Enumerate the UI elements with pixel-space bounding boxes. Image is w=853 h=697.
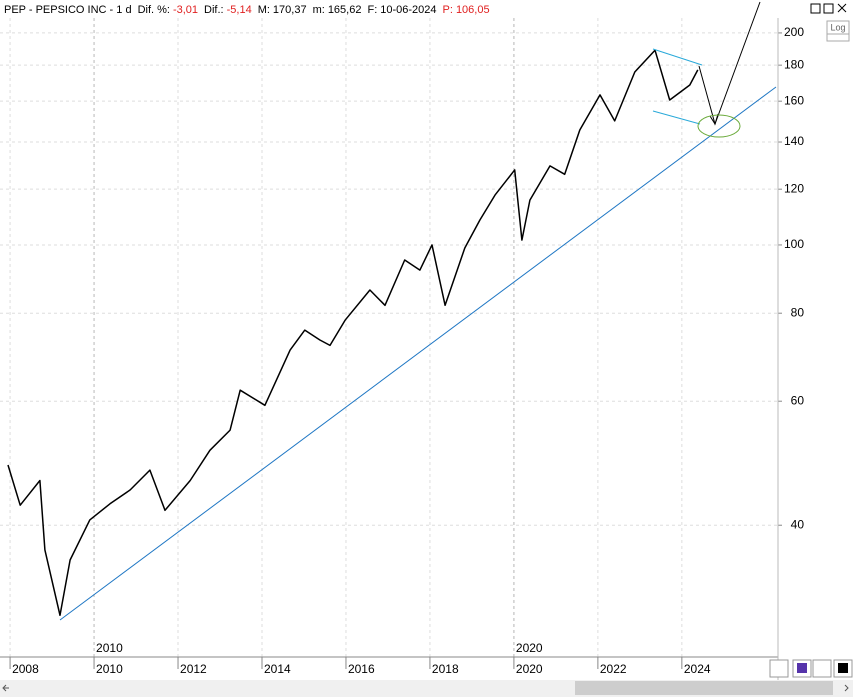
symbol: PEP - PEPSICO INC - 1 d xyxy=(4,4,132,16)
scroll-right[interactable] xyxy=(844,684,849,692)
x-tick-label: 2010 xyxy=(96,662,123,676)
era-label: 2010 xyxy=(96,641,123,655)
y-tick-label: 120 xyxy=(784,181,804,195)
x-tick-label: 2012 xyxy=(180,662,207,676)
x-tick-label: 2016 xyxy=(348,662,375,676)
y-tick-label: 140 xyxy=(784,134,804,148)
price-line xyxy=(7,49,699,617)
field-value: 106,05 xyxy=(456,4,490,16)
x-tick-label: 2014 xyxy=(264,662,291,676)
field-label: Dif.: xyxy=(204,4,224,16)
field-label: Dif. %: xyxy=(138,4,170,16)
scroll-left[interactable] xyxy=(2,684,9,692)
x-tick-label: 2022 xyxy=(600,662,627,676)
scroll-thumb[interactable] xyxy=(575,681,833,695)
field-value: 165,62 xyxy=(328,4,362,16)
field-value: -5,14 xyxy=(227,4,252,16)
log-button[interactable] xyxy=(826,20,850,42)
field-label: m: xyxy=(313,4,325,16)
y-tick-label: 80 xyxy=(791,305,805,319)
close[interactable] xyxy=(837,3,847,13)
field-label: P: xyxy=(443,4,453,16)
pin-button[interactable] xyxy=(812,659,832,678)
log-button-label: Log xyxy=(830,22,845,32)
window-buttons[interactable] xyxy=(810,3,847,14)
x-tick-label: 2008 xyxy=(12,662,39,676)
y-tick-label: 160 xyxy=(784,93,804,107)
header-text: PEP - PEPSICO INC - 1 d Dif. %: -3,01 Dif.:… xyxy=(4,4,490,16)
arrow-head xyxy=(709,113,719,126)
y-tick-label: 200 xyxy=(784,25,804,39)
y-tick-label: 180 xyxy=(784,57,804,71)
y-tick-label: 60 xyxy=(791,393,805,407)
tool-button[interactable] xyxy=(769,659,789,678)
field-label: F: xyxy=(367,4,377,16)
color-icon xyxy=(838,663,848,673)
field-value: -3,01 xyxy=(173,4,198,16)
minimize[interactable] xyxy=(810,3,821,14)
y-tick-label: 100 xyxy=(784,237,804,251)
x-tick-label: 2024 xyxy=(684,662,711,676)
header-bar xyxy=(0,0,853,18)
field-value: 170,37 xyxy=(273,4,307,16)
target-ellipse xyxy=(697,114,741,138)
era-label: 2020 xyxy=(516,641,543,655)
trend-line xyxy=(59,86,777,621)
field-label: M: xyxy=(258,4,270,16)
channel-top xyxy=(652,48,703,66)
save-icon xyxy=(797,663,807,673)
y-tick-label: 40 xyxy=(791,517,805,531)
field-value: 10-06-2024 xyxy=(380,4,436,16)
x-tick-label: 2020 xyxy=(516,662,543,676)
x-tick-label: 2018 xyxy=(432,662,459,676)
channel-bottom xyxy=(652,110,701,125)
maximize[interactable] xyxy=(823,3,834,14)
